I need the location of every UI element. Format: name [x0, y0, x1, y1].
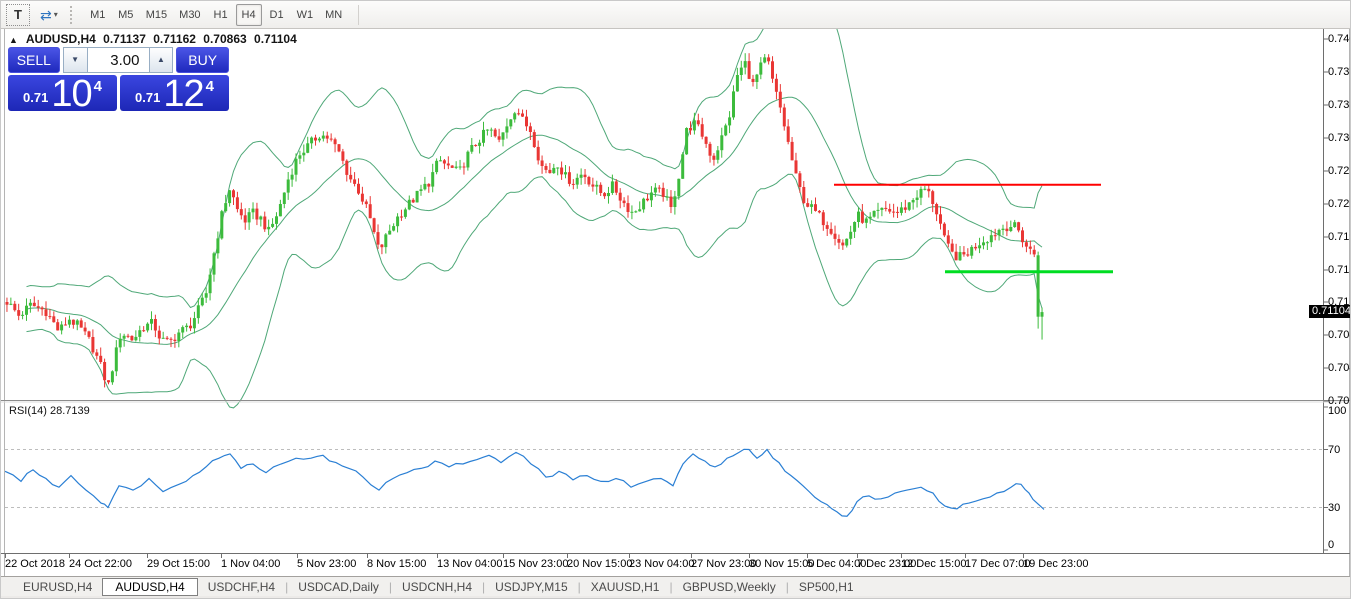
time-label: 1 Nov 04:00: [221, 558, 281, 570]
time-label: 8 Nov 15:00: [367, 558, 427, 570]
toolbar-grip: [69, 5, 74, 24]
tab-USDCAD-Daily[interactable]: USDCAD,Daily: [298, 579, 379, 594]
time-label: 23 Nov 04:00: [629, 558, 695, 570]
price-label: 0.71560: [1328, 264, 1350, 276]
dropdown-caret-icon[interactable]: ▾: [53, 10, 58, 19]
trade-panel: SELL ▼ ▲ BUY 0.71 10 4 0.71 12 4: [8, 47, 229, 115]
toolbar-separator: [358, 4, 360, 25]
tab-GBPUSD-Weekly[interactable]: GBPUSD,Weekly: [682, 579, 776, 594]
text-tool-button[interactable]: T: [6, 3, 30, 26]
tab-SP500-H1[interactable]: SP500,H1: [798, 579, 854, 594]
time-label: 17 Dec 07:00: [965, 558, 1031, 570]
rsi-level-label: 70: [1328, 444, 1341, 456]
tab-EURUSD-H4[interactable]: EURUSD,H4: [23, 579, 93, 594]
price-label: 0.73360: [1328, 99, 1350, 111]
chart-title: ▲ AUDUSD,H4 0.71137 0.71162 0.70863 0.71…: [9, 32, 301, 46]
ohlc-high: 0.71162: [153, 32, 196, 46]
ohlc-open: 0.71137: [103, 32, 146, 46]
timeframe-button-MN[interactable]: MN: [320, 4, 347, 26]
chart-canvas[interactable]: [1, 29, 1351, 576]
sell-button[interactable]: SELL: [8, 47, 60, 73]
tab-separator: |: [669, 579, 673, 594]
time-label: 29 Oct 15:00: [147, 558, 210, 570]
tab-USDCHF-H4[interactable]: USDCHF,H4: [207, 579, 276, 594]
volume-up-button[interactable]: ▲: [148, 47, 174, 73]
collapse-triangle-icon[interactable]: ▲: [9, 35, 18, 45]
window-bottom-strip: [1, 596, 1350, 598]
price-label: 0.70130: [1328, 395, 1350, 407]
price-label: 0.71920: [1328, 231, 1350, 243]
sell-price-prefix: 0.71: [23, 90, 49, 105]
rsi-label: RSI(14) 28.7139: [9, 405, 90, 417]
time-label: 5 Nov 23:00: [297, 558, 357, 570]
chart-symbol: AUDUSD,H4: [25, 32, 96, 46]
tab-XAUUSD-H1[interactable]: XAUUSD,H1: [590, 579, 660, 594]
time-label: 20 Nov 15:00: [567, 558, 633, 570]
timeframe-button-H4[interactable]: H4: [235, 3, 262, 26]
rsi-level-label: 0: [1328, 539, 1335, 551]
sell-price-pip: 4: [93, 78, 102, 95]
tab-separator: |: [577, 579, 581, 594]
price-label: 0.72280: [1328, 198, 1350, 210]
price-label: 0.72640: [1328, 165, 1350, 177]
rsi-curve: [4, 448, 1045, 517]
rsi-level-label: 30: [1328, 502, 1341, 514]
time-label: 30 Nov 15:00: [749, 558, 815, 570]
ohlc-low: 0.70863: [203, 32, 247, 46]
timeframe-button-M1[interactable]: M1: [85, 4, 111, 26]
timeframe-button-D1[interactable]: D1: [264, 4, 290, 26]
time-label: 12 Dec 15:00: [901, 558, 967, 570]
tab-strip: EURUSD,H4 AUDUSD,H4 USDCHF,H4 | USDCAD,Daily…: [1, 576, 1350, 596]
time-label: 5 Dec 04:00: [807, 558, 867, 570]
buy-button[interactable]: BUY: [176, 47, 229, 73]
buy-price-prefix: 0.71: [135, 90, 161, 105]
buy-price-box[interactable]: 0.71 12 4: [120, 73, 229, 115]
arrows-icon[interactable]: ⇄: [40, 6, 52, 23]
price-label: 0.70850: [1328, 329, 1350, 341]
rsi-level-label: 100: [1328, 405, 1347, 417]
time-label: 19 Dec 23:00: [1023, 558, 1089, 570]
buy-price-pip: 4: [205, 78, 214, 95]
toolbar: T ⇄ ▾ M1 M5 M15 M30 H1 H4 D1 W1 MN: [1, 1, 1350, 29]
price-label: 0.74080: [1328, 33, 1350, 45]
time-label: 15 Nov 23:00: [503, 558, 569, 570]
timeframe-button-M30[interactable]: M30: [174, 4, 205, 26]
price-label: 0.70490: [1328, 362, 1350, 374]
buy-price-digits: 12: [163, 73, 204, 115]
volume-input[interactable]: [87, 47, 149, 73]
tab-separator: |: [388, 579, 392, 594]
tab-separator: |: [482, 579, 486, 594]
candles: [5, 53, 1044, 388]
current-price-tag: 0.71104: [1309, 305, 1350, 318]
ohlc-close: 0.71104: [254, 32, 297, 46]
tab-AUDUSD-H4[interactable]: AUDUSD,H4: [102, 577, 198, 596]
volume-down-button[interactable]: ▼: [62, 47, 88, 73]
price-label: 0.73720: [1328, 66, 1350, 78]
timeframe-button-H1[interactable]: H1: [208, 4, 234, 26]
timeframe-button-W1[interactable]: W1: [292, 4, 319, 26]
time-label: 7 Dec 23:00: [857, 558, 917, 570]
tab-USDCNH-H4[interactable]: USDCNH,H4: [402, 579, 473, 594]
price-label: 0.73000: [1328, 132, 1350, 144]
tab-separator: |: [785, 579, 789, 594]
tab-USDJPY-M15[interactable]: USDJPY,M15: [495, 579, 568, 594]
time-label: 22 Oct 2018: [5, 558, 65, 570]
sell-price-box[interactable]: 0.71 10 4: [8, 73, 117, 115]
sell-price-digits: 10: [51, 73, 92, 115]
time-label: 27 Nov 23:00: [691, 558, 757, 570]
time-label: 24 Oct 22:00: [69, 558, 132, 570]
time-label: 13 Nov 04:00: [437, 558, 503, 570]
timeframe-button-M5[interactable]: M5: [113, 4, 139, 26]
timeframe-toolbar: M1 M5 M15 M30 H1 H4 D1 W1 MN: [84, 1, 348, 29]
timeframe-button-M15[interactable]: M15: [141, 4, 172, 26]
tab-separator: |: [285, 579, 289, 594]
